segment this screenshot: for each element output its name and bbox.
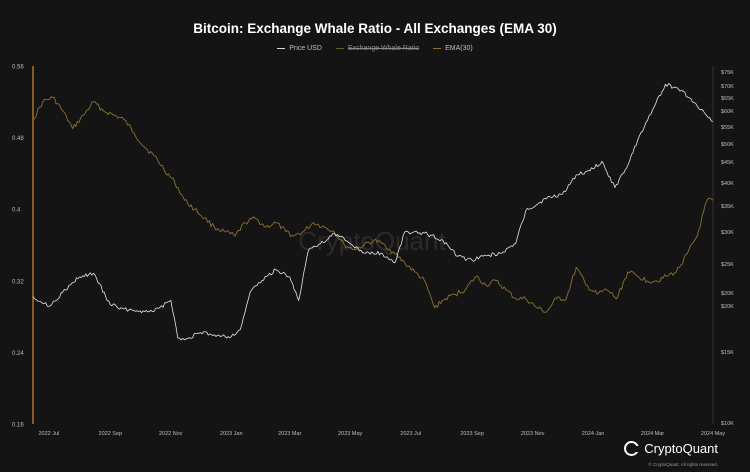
y-tick-label-right: $30K [721, 230, 734, 236]
y-tick-label-right: $25K [721, 262, 734, 268]
y-tick-label-right: $70K [721, 84, 734, 90]
y-tick-label-right: $60K [721, 109, 734, 115]
x-tick-label: 2022 Sep [99, 431, 123, 437]
x-tick-label: 2023 Sep [460, 431, 484, 437]
chart-title: Bitcoin: Exchange Whale Ratio - All Exch… [193, 21, 557, 36]
y-tick-label-left: 0.48 [12, 136, 24, 142]
legend-swatch [277, 47, 286, 50]
x-tick-label: 2023 May [338, 431, 362, 437]
ema30-line [32, 96, 714, 313]
y-tick-label-right: $20K [721, 304, 734, 310]
x-tick-label: 2024 Mar [641, 431, 664, 437]
y-tick-label-left: 0.24 [12, 351, 24, 357]
cryptoquant-logo-icon [624, 441, 642, 456]
x-tick-label: 2022 Jul [38, 431, 59, 437]
y-tick-label-left: 0.16 [12, 423, 24, 429]
legend-item[interactable]: Price USD [277, 45, 322, 52]
legend-label: EMA(30) [445, 45, 473, 52]
x-tick-label: 2023 Mar [278, 431, 301, 437]
copyright-text: © CryptoQuant. All rights reserved. [648, 462, 718, 467]
watermark-text: CryptoQuant [298, 226, 446, 256]
y-tick-label-right: $55K [721, 125, 734, 131]
x-tick-label: 2024 May [701, 431, 725, 437]
price-usd-line [32, 83, 714, 341]
cryptoquant-logo: CryptoQuant [624, 441, 718, 456]
y-tick-label-right: $20K [721, 291, 734, 297]
legend-item[interactable]: EMA(30) [433, 45, 473, 52]
legend-label: Exchange Whale Ratio [347, 45, 420, 52]
y-tick-label-left: 0.56 [12, 65, 24, 71]
x-tick-label: 2023 Nov [521, 431, 545, 437]
x-tick-label: 2022 Nov [159, 431, 183, 437]
y-tick-label-right: $40K [721, 181, 734, 187]
cryptoquant-logo-text: CryptoQuant [644, 441, 718, 456]
y-tick-label-right: $50K [721, 142, 734, 148]
y-tick-label-right: $15K [721, 350, 734, 356]
x-tick-label: 2024 Jan [582, 431, 605, 437]
legend-label: Price USD [289, 45, 322, 52]
y-tick-label-right: $65K [721, 96, 734, 102]
legend-swatch [335, 47, 344, 50]
x-tick-label: 2023 Jan [220, 431, 243, 437]
y-tick-label-left: 0.32 [12, 279, 24, 285]
y-tick-label-right: $45K [721, 160, 734, 166]
x-tick-label: 2023 Jul [400, 431, 421, 437]
legend-item[interactable]: Exchange Whale Ratio [335, 45, 420, 52]
y-tick-label-right: $75K [721, 70, 734, 76]
y-tick-label-right: $35K [721, 204, 734, 210]
legend-swatch [433, 47, 442, 50]
y-tick-label-right: $10K [721, 421, 734, 427]
y-tick-label-left: 0.4 [12, 208, 21, 214]
chart-legend: Price USD Exchange Whale Ratio EMA(30) [0, 45, 750, 52]
